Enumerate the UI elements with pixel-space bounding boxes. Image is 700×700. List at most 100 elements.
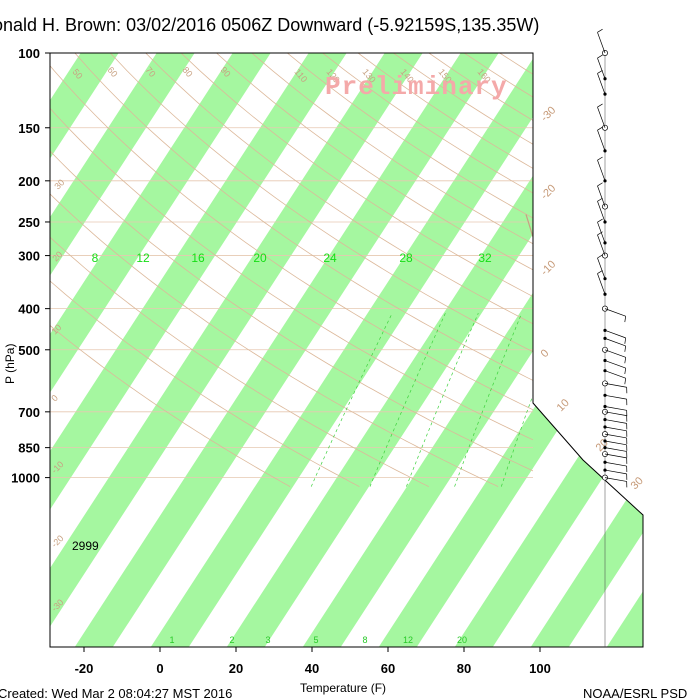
- barb-flag: [597, 126, 603, 131]
- dry-adiabat: [50, 107, 533, 441]
- mixing-ratio-bottom-label: 3: [265, 635, 270, 645]
- barb-flag: [597, 103, 603, 108]
- isotherm-left-label: 0: [49, 393, 60, 404]
- barb-staff: [597, 185, 606, 207]
- mixing-ratio-label: 24: [323, 251, 337, 265]
- barb-flag: [624, 345, 627, 352]
- mixing-ratio-label: 12: [136, 251, 150, 265]
- mixing-ratio-bottom-label: 1: [169, 635, 174, 645]
- isotherm-band: [150, 58, 533, 647]
- plot-frame: [49, 52, 644, 648]
- chart-title: onald H. Brown: 03/02/2016 0506Z Downwar…: [0, 15, 539, 35]
- barb-staff: [604, 440, 627, 446]
- barb-flag: [624, 378, 627, 385]
- mixing-ratio-line: [406, 313, 479, 487]
- adiabat-top-label: 80: [180, 65, 194, 79]
- dry-adiabat: [180, 53, 533, 297]
- y-tick-label: 500: [18, 343, 40, 358]
- isotherm-band: [378, 409, 533, 647]
- x-axis-label: Temperature (F): [300, 681, 386, 695]
- adiabat-top-label: 60: [105, 65, 119, 79]
- wind-barbs: [597, 28, 628, 647]
- dry-adiabat: [50, 324, 291, 487]
- adiabat-top-label: 70: [143, 65, 157, 79]
- y-tick-label: 700: [18, 405, 40, 420]
- barb-staff: [604, 453, 627, 459]
- mixing-ratio-line: [454, 313, 523, 487]
- isotherm-band: [226, 175, 533, 647]
- barb-flag: [597, 254, 603, 259]
- dry-adiabat: [50, 150, 533, 472]
- barb-flag: [597, 182, 603, 187]
- barb-staff: [597, 32, 606, 54]
- dry-adiabat: [50, 236, 429, 487]
- dry-adiabat: [50, 65, 533, 411]
- barb-staff: [604, 426, 627, 432]
- y-tick-label: 200: [18, 174, 40, 189]
- credit-label: NOAA/ESRL PSD: [583, 686, 687, 700]
- dry-adiabat: [145, 53, 533, 325]
- mixing-ratio-line: [310, 313, 393, 487]
- adiabat-top-label: 90: [218, 65, 232, 79]
- barb-flag: [597, 231, 603, 236]
- mixing-ratio-line: [500, 394, 533, 487]
- barb-staff: [604, 477, 627, 482]
- adiabat-top-label: 50: [70, 67, 84, 81]
- height-annotation: 2999: [72, 539, 99, 553]
- y-tick-label: 1000: [11, 471, 40, 486]
- mixing-ratio-bottom-label: 8: [362, 635, 367, 645]
- mixing-ratio-bottom-label: 5: [313, 635, 318, 645]
- barb-staff: [604, 394, 627, 400]
- barb-staff: [604, 419, 627, 424]
- barb-staff: [597, 73, 606, 95]
- x-tick-label: 80: [457, 661, 471, 676]
- y-tick-label: 250: [18, 215, 40, 230]
- barb-flag: [597, 218, 603, 223]
- isotherm-band: [50, 53, 195, 276]
- isotherm-band: [530, 643, 533, 647]
- barb-staff: [604, 469, 627, 475]
- barb-staff: [604, 338, 626, 347]
- mixing-ratio-label: 28: [399, 251, 413, 265]
- isotherm-band: [50, 53, 271, 393]
- barb-flag: [597, 70, 603, 74]
- mixing-ratio-line: [369, 313, 446, 487]
- barb-staff: [604, 406, 627, 411]
- barb-staff: [604, 383, 627, 388]
- barb-staff: [604, 433, 627, 439]
- mixing-ratio-label: 16: [191, 251, 205, 265]
- mixing-ratio-label: 8: [92, 251, 99, 265]
- dry-adiabat: [50, 280, 360, 487]
- dry-adiabats: [50, 53, 533, 487]
- y-tick-label: 300: [18, 249, 40, 264]
- barb-staff: [597, 106, 606, 128]
- x-tick-label: 20: [229, 661, 243, 676]
- x-tick-label: -20: [75, 661, 94, 676]
- dry-adiabat: [110, 53, 533, 353]
- x-tick-label: 40: [305, 661, 319, 676]
- barb-staff: [604, 461, 627, 467]
- x-tick-label: 60: [381, 661, 395, 676]
- preliminary-watermark: Preliminary: [325, 72, 508, 102]
- barb-staff: [597, 257, 606, 279]
- barb-staff: [604, 349, 626, 358]
- dry-adiabat: [216, 53, 533, 271]
- barb-flag: [597, 156, 603, 161]
- x-tick-label: 0: [156, 661, 163, 676]
- barb-flag: [624, 337, 627, 344]
- barb-flag: [597, 197, 603, 202]
- barb-staff: [604, 308, 626, 317]
- mixing-ratio-lines: [310, 313, 533, 487]
- barb-flag: [624, 357, 627, 364]
- isotherm-band: [533, 403, 643, 647]
- barb-staff: [597, 273, 606, 295]
- y-axis-label: P (hPa): [3, 344, 17, 384]
- dry-adiabat: [74, 53, 533, 381]
- barb-staff: [604, 330, 626, 339]
- y-tick-label: 850: [18, 441, 40, 456]
- barb-staff: [597, 130, 606, 151]
- barb-staff: [604, 411, 627, 416]
- mixing-ratio-bottom-label: 2: [229, 635, 234, 645]
